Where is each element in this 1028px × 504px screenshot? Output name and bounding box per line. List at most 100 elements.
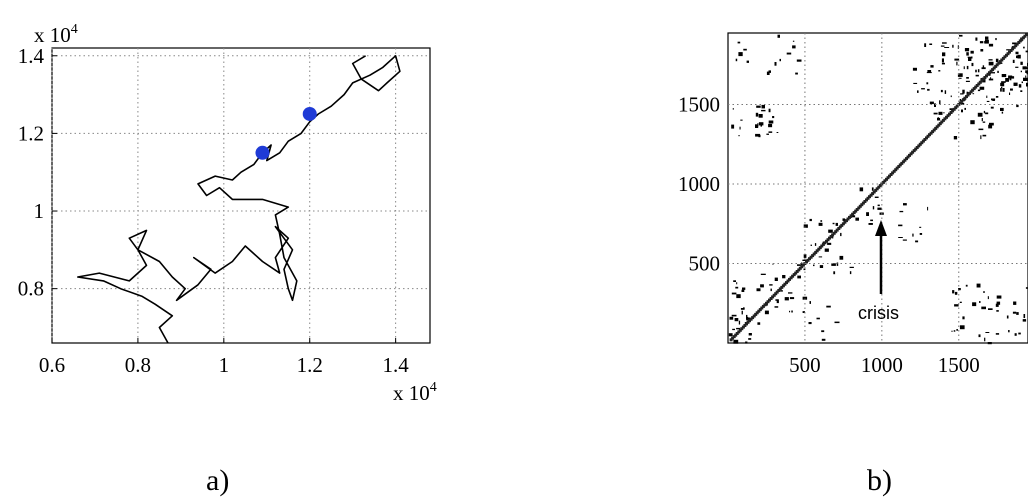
panel-b-diagonal-mark <box>752 314 756 318</box>
panel-b-recurrence-mark <box>802 259 807 261</box>
panel-b-recurrence-mark <box>976 283 981 288</box>
panel-b-recurrence-mark <box>809 218 812 222</box>
panel-b-recurrence-mark <box>755 133 760 137</box>
panel-b-recurrence-mark <box>735 286 739 289</box>
panel-b-recurrence-mark <box>834 321 840 324</box>
panel-b-recurrence-mark <box>766 133 769 135</box>
panel-b-diagonal-mark <box>841 222 845 226</box>
panel-b-recurrence-mark <box>821 338 826 341</box>
panel-b-recurrence-mark <box>764 310 769 315</box>
panel-b-recurrence-mark <box>959 301 962 303</box>
panel-b-recurrence-mark <box>982 121 986 123</box>
panel-b-recurrence-mark <box>836 262 839 266</box>
panel-b-recurrence-mark <box>988 124 993 129</box>
panel-b-diagonal-mark <box>815 249 819 253</box>
panel-b-recurrence-mark <box>1025 50 1028 53</box>
panel-b-recurrence-mark <box>768 108 771 113</box>
panel-b-recurrence-mark <box>952 290 955 294</box>
panel-a-series-line <box>77 54 401 344</box>
panel-b-recurrence-mark <box>919 233 923 235</box>
panel-b-ytick-label: 1500 <box>678 93 720 117</box>
panel-b-recurrence-mark <box>949 108 954 111</box>
panel-b-recurrence-mark <box>795 72 798 75</box>
panel-b-recurrence-mark <box>971 62 974 67</box>
panel-b-diagonal-mark <box>929 131 933 135</box>
panel-b-recurrence-mark <box>912 233 914 237</box>
panel-b-diagonal-mark <box>909 152 913 156</box>
panel-b-recurrence-mark <box>803 268 806 271</box>
panel-b-recurrence-mark <box>774 62 777 66</box>
panel-b-recurrence-mark <box>983 291 985 293</box>
panel-b-diagonal-mark <box>1008 50 1011 54</box>
panel-b-diagonal-mark <box>797 268 801 272</box>
panel-b-recurrence-mark <box>877 207 882 210</box>
panel-b-diagonal-mark <box>868 195 871 199</box>
panel-b-recurrence-mark <box>736 294 741 299</box>
panel-b-diagonal-mark <box>938 122 942 126</box>
panel-b-diagonal-mark <box>745 322 748 326</box>
panel-b-diagonal-mark <box>905 157 908 161</box>
panel-b-recurrence-mark <box>957 73 963 77</box>
panel-b-recurrence-mark <box>743 48 747 51</box>
panel-b-diagonal-mark <box>857 206 861 210</box>
panel-b-recurrence-mark <box>849 266 854 268</box>
panel-b-recurrence-mark <box>978 334 981 338</box>
panel-b-recurrence-mark <box>874 196 879 198</box>
panel-b-recurrence-mark <box>766 71 770 75</box>
panel-a-xtick-label: 1.2 <box>297 353 323 377</box>
panel-b-recurrence-mark <box>742 287 746 290</box>
panel-b-diagonal-mark <box>971 88 975 92</box>
panel-b-recurrence-mark <box>782 275 786 279</box>
panel-b-diagonal-mark <box>814 250 818 254</box>
panel-b-recurrence-mark <box>1009 76 1015 79</box>
panel-b-recurrence-mark <box>855 217 859 221</box>
panel-b-recurrence-mark <box>940 45 945 47</box>
panel-a-ytick-label: 1.4 <box>18 44 45 68</box>
panel-b-recurrence-mark <box>996 310 999 312</box>
panel-b-diagonal-mark <box>806 258 810 262</box>
panel-b-recurrence-mark <box>1025 67 1028 70</box>
panel-b-recurrence-mark <box>981 306 986 310</box>
panel-b-recurrence-mark <box>996 295 1002 299</box>
panel-b-recurrence-mark <box>735 58 738 62</box>
panel-a-ticks: 0.6 0.8 1 1.2 1.4 0.8 1 1.2 1.4 <box>18 44 410 377</box>
panel-b-diagonal-mark <box>840 223 844 227</box>
panel-b-recurrence-mark <box>951 330 953 332</box>
panel-b-recurrence-mark <box>1006 49 1010 51</box>
panel-b-recurrence-mark <box>981 118 983 122</box>
panel-b-diagonal-mark <box>888 174 891 178</box>
panel-b-recurrence-mark <box>989 122 994 126</box>
panel-b-recurrence-mark <box>941 62 945 65</box>
panel-b-recurrence-mark <box>746 60 749 63</box>
panel-b-diagonal-mark <box>755 311 759 315</box>
panel-b-diagonal-mark <box>901 160 905 164</box>
panel-b-recurrence-mark <box>979 86 985 90</box>
panel-b-recurrence-mark <box>952 44 954 48</box>
panel-b-diagonal-mark <box>866 196 870 200</box>
panel-a-grid <box>51 48 430 343</box>
panel-b-recurrence-mark <box>991 98 996 101</box>
panel-b-diagonal-mark <box>869 193 873 197</box>
panel-b-recurrence-mark <box>736 282 738 285</box>
panel-b-recurrence-mark <box>964 107 966 110</box>
panel-b-diagonal-mark <box>937 123 941 127</box>
panel-b-recurrence-mark <box>803 224 808 228</box>
panel-b-recurrence-mark <box>941 58 944 63</box>
panel-b-recurrence-mark <box>899 210 904 213</box>
panel-b-recurrence-mark <box>929 43 933 45</box>
panel-a-highlight-point <box>255 145 270 160</box>
panel-b-diagonal-mark <box>980 79 984 83</box>
panel-b-diagonal-mark <box>795 270 799 273</box>
panel-b-diagonal-mark <box>943 117 947 121</box>
panel-b-recurrence-mark <box>903 203 907 206</box>
panel-b-diagonal-mark <box>914 147 918 151</box>
panel-b-diagonal-mark <box>1011 47 1015 51</box>
panel-b-recurrence-mark <box>784 297 789 301</box>
panel-b-diagonal-mark <box>1017 41 1021 44</box>
panel-b-diagonal-mark <box>858 204 862 208</box>
panel-b-recurrence-mark <box>915 240 919 243</box>
panel-b-recurrence-mark <box>975 37 978 41</box>
panel-b-recurrence-mark <box>741 310 743 315</box>
panel-b-recurrence-mark <box>775 299 778 301</box>
